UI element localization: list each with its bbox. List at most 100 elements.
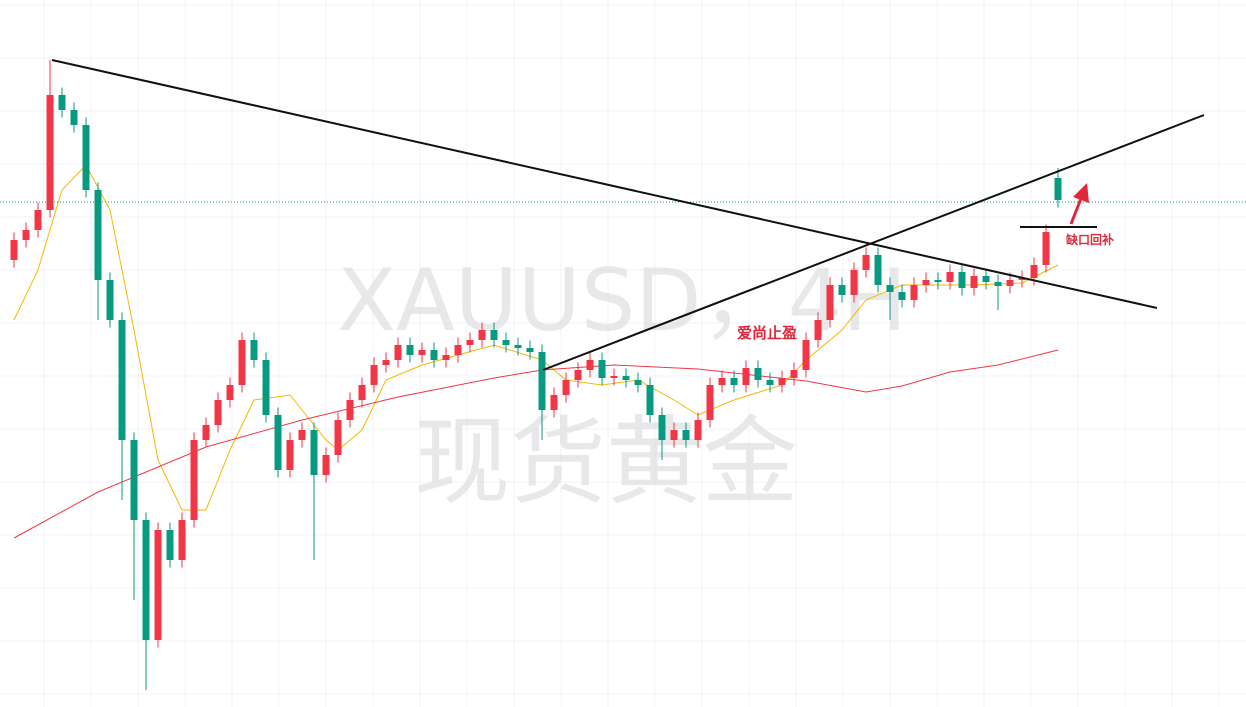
candle-body [622, 376, 630, 380]
candle-body [682, 430, 690, 440]
candle-body [802, 340, 810, 370]
candle-body [466, 340, 474, 345]
candle-body [670, 430, 678, 440]
candle-body [166, 530, 174, 560]
candle-body [370, 365, 378, 385]
candle-body [910, 285, 918, 300]
candle-body [994, 282, 1002, 286]
candle-body [754, 368, 762, 380]
candle-body [178, 520, 186, 560]
candle-body [898, 292, 906, 300]
candle-body [454, 345, 462, 355]
candle-body [262, 360, 270, 415]
candle-body [250, 340, 258, 360]
candle-body [406, 345, 414, 355]
candle-body [514, 345, 522, 348]
candle-body [598, 360, 606, 378]
moving-averages [13, 164, 1059, 539]
candle-body [742, 368, 750, 385]
candle-body [1018, 278, 1026, 280]
moving-average [13, 164, 1059, 511]
candle-body [478, 330, 486, 340]
candle-body [22, 230, 30, 240]
candle-body [202, 425, 210, 440]
candle-body [10, 240, 18, 260]
candle-body [958, 272, 966, 288]
candle-body [766, 380, 774, 385]
trendline [542, 114, 1205, 371]
candle-body [118, 320, 126, 440]
candle-body [526, 348, 534, 352]
candle-body [922, 280, 930, 285]
candle-body [34, 210, 42, 230]
candle-body [418, 350, 426, 355]
moving-average [13, 349, 1059, 539]
candle-body [142, 520, 150, 640]
candle-body [70, 110, 78, 125]
candle-body [934, 280, 942, 282]
candle-body [706, 385, 714, 420]
candle-body [190, 440, 198, 520]
candle-body [130, 440, 138, 520]
watermark-name: 现货黄金 [414, 409, 798, 516]
candle-body [226, 385, 234, 400]
candle-body [874, 255, 882, 285]
candles [10, 60, 1062, 690]
trendline [51, 59, 1158, 309]
candle-body [94, 190, 102, 280]
candle-body [394, 345, 402, 360]
candle-body [562, 380, 570, 395]
candle-body [58, 95, 66, 110]
annotation: 缺口回补 [1066, 232, 1114, 247]
candle-body [586, 360, 594, 370]
candle-body [862, 255, 870, 270]
candle-body [946, 272, 954, 282]
arrow [1069, 183, 1089, 225]
candle-body [850, 270, 858, 295]
candle-body [778, 378, 786, 385]
candle-body [1054, 178, 1062, 200]
candle-body [694, 420, 702, 440]
candle-body [154, 530, 162, 640]
candle-body [502, 340, 510, 345]
annotation: 爱尚止盈 [737, 324, 797, 342]
candle-body [886, 285, 894, 292]
candle-body [382, 360, 390, 365]
candle-body [274, 415, 282, 470]
candle-body [310, 430, 318, 475]
candle-body [970, 276, 978, 288]
candle-body [214, 400, 222, 425]
candle-body [322, 455, 330, 475]
candle-body [1030, 265, 1038, 278]
candle-body [1006, 280, 1014, 286]
candle-body [814, 320, 822, 340]
candle-body [646, 385, 654, 415]
candle-body [46, 95, 54, 210]
candle-body [730, 378, 738, 385]
candle-body [658, 415, 666, 440]
candle-body [82, 125, 90, 190]
watermark-symbol: XAUUSD，4H [337, 251, 907, 351]
candle-body [238, 340, 246, 385]
candle-body [334, 420, 342, 455]
candle-body [358, 385, 366, 400]
candle-body [442, 355, 450, 360]
candle-body [538, 352, 546, 410]
candle-body [490, 330, 498, 340]
candle-body [550, 395, 558, 410]
candle-body [106, 280, 114, 320]
candle-body [634, 380, 642, 385]
candle-body [790, 370, 798, 378]
candle-body [346, 400, 354, 420]
candle-body [1042, 232, 1050, 265]
candle-body [718, 378, 726, 385]
candle-body [826, 285, 834, 320]
candle-body [286, 440, 294, 470]
candle-body [610, 376, 618, 378]
candle-body [838, 285, 846, 295]
candle-body [298, 430, 306, 440]
candle-body [430, 350, 438, 360]
candle-body [982, 276, 990, 282]
